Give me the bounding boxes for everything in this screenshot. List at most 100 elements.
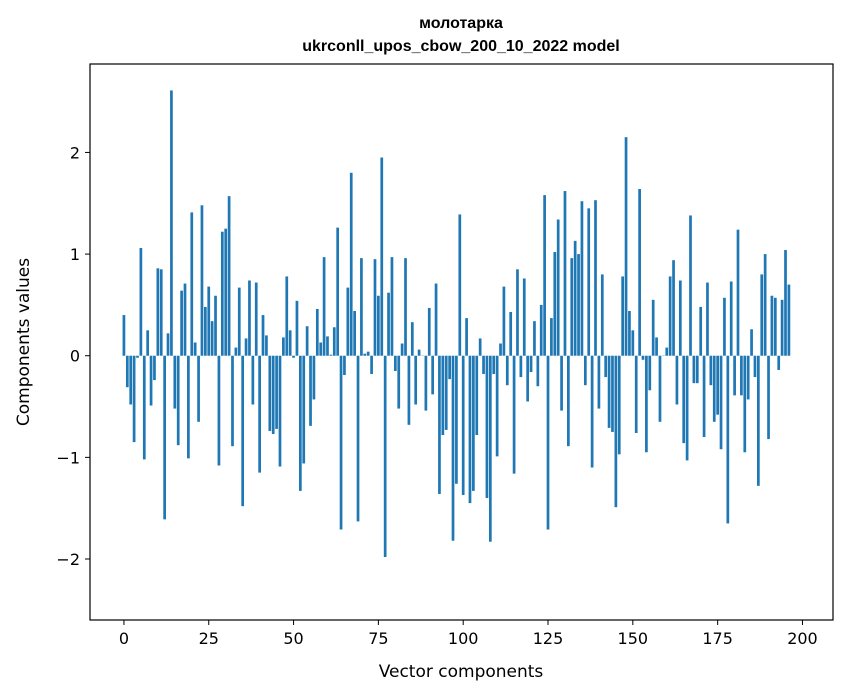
bar-component-31 xyxy=(227,196,231,356)
bar-component-105 xyxy=(478,338,482,356)
bar-component-167 xyxy=(689,215,692,356)
bar-component-48 xyxy=(285,276,289,356)
bar-component-164 xyxy=(678,280,682,356)
bar-component-33 xyxy=(234,347,238,356)
bar-component-160 xyxy=(665,347,669,356)
bar-component-14 xyxy=(170,90,173,356)
bar-component-66 xyxy=(346,287,350,356)
bar-component-80 xyxy=(393,355,397,371)
bar-component-27 xyxy=(214,295,217,356)
x-tick-label-0: 0 xyxy=(119,629,129,648)
bar-component-24 xyxy=(203,306,207,356)
bar-component-182 xyxy=(740,355,743,396)
y-tick-label-1: 1 xyxy=(70,245,80,264)
bar-component-183 xyxy=(743,355,747,453)
bar-component-41 xyxy=(261,315,265,356)
bar-component-128 xyxy=(556,219,560,356)
bar-component-129 xyxy=(560,355,563,411)
bar-component-72 xyxy=(366,351,370,356)
bar-component-146 xyxy=(617,355,621,455)
bar-component-194 xyxy=(780,299,784,356)
bar-component-42 xyxy=(265,335,268,356)
x-tick-label-100: 100 xyxy=(448,629,479,648)
bar-component-139 xyxy=(594,200,597,356)
bar-component-168 xyxy=(692,355,696,384)
x-tick-label-50: 50 xyxy=(283,629,303,648)
bar-component-45 xyxy=(275,355,278,429)
bar-component-2 xyxy=(129,355,133,405)
bar-component-101 xyxy=(465,318,468,356)
bar-component-196 xyxy=(787,284,791,356)
bar-component-26 xyxy=(210,321,214,356)
bar-component-169 xyxy=(695,355,699,384)
bar-component-43 xyxy=(268,355,272,431)
bar-component-140 xyxy=(597,355,601,409)
bar-component-185 xyxy=(750,329,753,356)
bar-component-8 xyxy=(149,355,153,406)
bar-component-161 xyxy=(668,276,672,356)
bar-component-87 xyxy=(417,349,421,356)
x-tick-label-125: 125 xyxy=(533,629,564,648)
bar-component-111 xyxy=(499,343,502,356)
bar-component-40 xyxy=(258,355,261,473)
bar-component-52 xyxy=(298,355,302,491)
bars-group xyxy=(122,90,791,557)
bar-component-74 xyxy=(373,259,377,356)
bar-component-166 xyxy=(685,355,689,461)
bar-component-137 xyxy=(587,208,591,356)
bar-component-136 xyxy=(583,355,587,386)
bar-component-29 xyxy=(220,231,224,356)
bar-component-177 xyxy=(723,297,726,356)
bar-component-4 xyxy=(136,355,139,358)
bar-component-85 xyxy=(410,322,414,356)
chart-title-line-2: ukrconll_upos_cbow_200_10_2022 model xyxy=(302,38,619,55)
y-tick-label--2: −2 xyxy=(56,550,80,569)
bar-component-123 xyxy=(539,304,543,356)
bar-component-184 xyxy=(746,355,750,400)
bar-component-178 xyxy=(726,355,730,524)
bar-component-6 xyxy=(142,355,146,460)
bar-component-13 xyxy=(166,333,170,356)
bar-component-37 xyxy=(248,280,251,356)
bar-component-108 xyxy=(488,355,492,542)
bar-component-44 xyxy=(271,355,275,434)
bar-component-96 xyxy=(448,355,451,380)
bar-component-36 xyxy=(244,338,248,356)
bar-component-130 xyxy=(563,191,567,356)
bar-component-78 xyxy=(387,292,390,356)
bar-component-165 xyxy=(682,355,686,444)
bar-component-189 xyxy=(763,254,767,356)
bar-component-147 xyxy=(621,276,625,356)
bar-component-34 xyxy=(237,287,241,356)
bar-component-35 xyxy=(241,355,245,507)
bar-component-163 xyxy=(675,355,679,405)
bar-component-59 xyxy=(322,257,326,356)
bar-component-138 xyxy=(590,355,594,468)
bar-component-107 xyxy=(485,355,489,499)
bar-component-157 xyxy=(655,337,658,356)
bar-component-47 xyxy=(282,337,285,356)
bar-component-180 xyxy=(733,355,736,396)
bar-component-172 xyxy=(706,282,709,356)
bar-component-91 xyxy=(431,355,435,395)
bar-component-135 xyxy=(580,201,584,356)
bar-component-9 xyxy=(153,355,156,381)
bar-component-60 xyxy=(326,336,329,356)
bar-component-10 xyxy=(156,268,160,356)
bar-component-116 xyxy=(516,269,519,356)
bar-component-112 xyxy=(502,286,506,356)
bar-component-63 xyxy=(336,227,340,356)
bar-component-114 xyxy=(509,312,513,356)
bar-component-103 xyxy=(472,355,475,491)
bar-component-54 xyxy=(305,326,309,356)
bar-component-187 xyxy=(757,355,760,486)
bar-component-18 xyxy=(183,283,187,356)
bar-component-121 xyxy=(533,321,536,356)
bar-component-181 xyxy=(736,229,740,356)
bar-component-21 xyxy=(193,342,197,356)
bar-component-61 xyxy=(329,354,333,356)
bar-component-28 xyxy=(217,355,221,466)
bar-component-171 xyxy=(702,355,706,438)
bar-component-15 xyxy=(173,355,177,409)
bar-component-77 xyxy=(383,355,387,557)
